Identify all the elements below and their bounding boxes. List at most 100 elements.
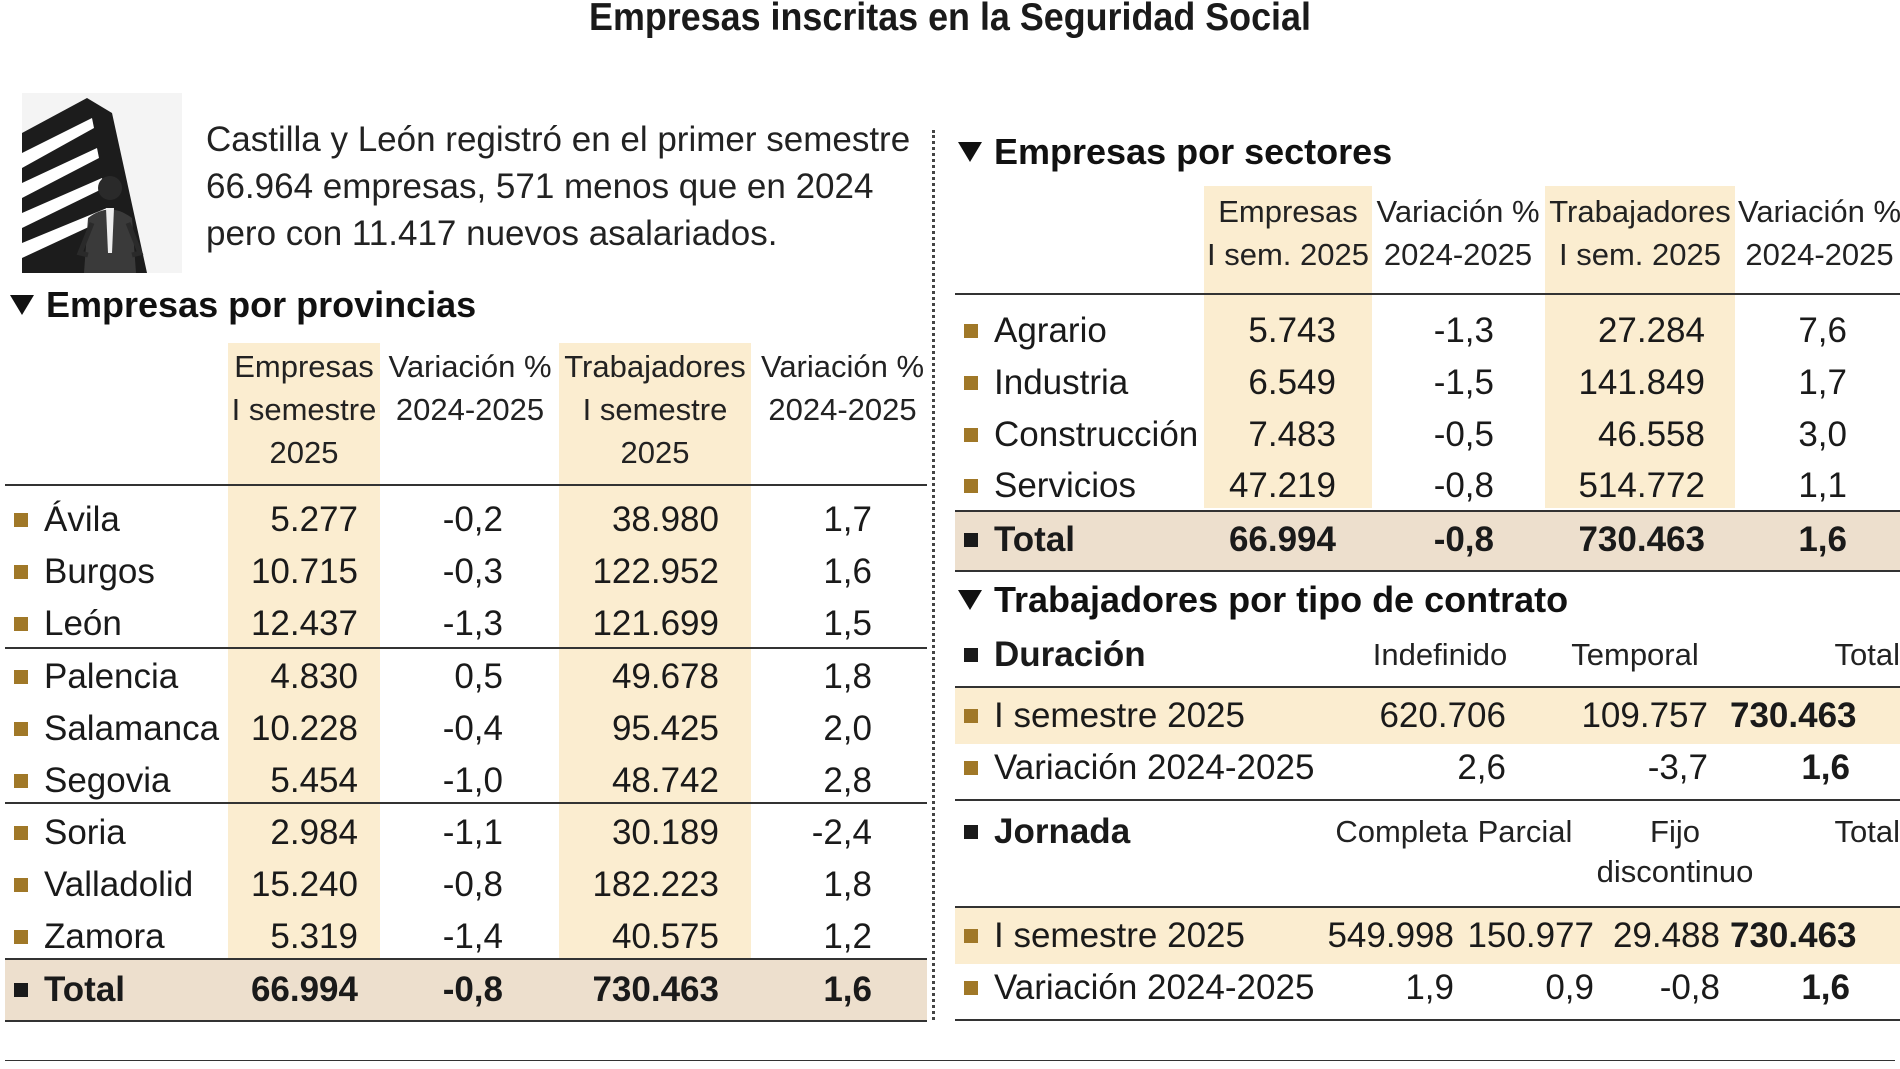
header-rule [5,484,927,486]
duracion-label: Duración [994,635,1146,674]
empresas-value: 7.483 [1248,415,1336,454]
province-name: León [44,604,122,643]
square-bullet-icon [964,981,978,995]
trabajadores-value: 141.849 [1578,363,1705,402]
square-bullet-icon [14,878,28,892]
duracion-highlight-band [955,688,1900,744]
indefinido-value: 620.706 [1379,696,1506,735]
var-empresas-value: -0,2 [442,500,503,539]
sector-name: Industria [994,363,1129,402]
square-bullet-icon [964,929,978,943]
trabajadores-value: 49.678 [611,657,719,696]
empresas-column-band [1204,186,1372,508]
triangle-down-icon [958,142,982,162]
header-line: Trabajadores [1549,194,1731,229]
empresas-total: 66.994 [250,970,358,1009]
header-variacion-empresas: Variación % 2024-2025 [1374,190,1542,276]
square-bullet-icon [14,983,28,997]
header-line: Variación % [388,349,552,384]
trabajadores-value: 40.575 [611,917,719,956]
temporal-value: -3,7 [1647,748,1708,787]
header-line: 2024-2025 [1745,237,1894,272]
header-line: I semestre [582,392,728,427]
var-trabajadores-total: 1,6 [1798,520,1847,559]
province-name: Burgos [44,552,155,591]
header-line: I semestre [231,392,377,427]
total-rule [5,958,927,960]
jornada-label: Jornada [994,812,1131,851]
empresas-value: 10.715 [250,552,358,591]
contrato-title-text: Trabajadores por tipo de contrato [994,579,1569,620]
square-bullet-icon [14,826,28,840]
square-bullet-icon [964,376,978,390]
duracion-rule [955,686,1900,688]
var-trabajadores-value: -2,4 [811,813,872,852]
square-bullet-icon [14,774,28,788]
square-bullet-icon [964,479,978,493]
total-label: Total [994,520,1076,559]
table-row: Variación 2024-2025 1,9 0,9 -0,8 1,6 [950,962,1900,1014]
var-empresas-value: -0,8 [1433,466,1494,505]
var-trabajadores-value: 1,1 [1798,466,1847,505]
intro-line: pero con 11.417 nuevos asalariados. [206,214,778,253]
empresas-value: 4.830 [270,657,358,696]
intro-line: Castilla y León registró en el primer se… [206,120,911,159]
empresas-value: 5.277 [270,500,358,539]
header-total: Total [1834,814,1900,849]
var-empresas-total: -0,8 [1433,520,1494,559]
header-variacion-trabajadores: Variación % 2024-2025 [1737,190,1900,276]
header-line: Variación % [1376,194,1540,229]
sectores-section-title: Empresas por sectores [958,132,1392,172]
province-name: Valladolid [44,865,194,904]
var-empresas-value: -1,0 [442,761,503,800]
header-trabajadores: Trabajadores I semestre 2025 [559,345,751,474]
row-label: I semestre 2025 [994,916,1245,955]
header-variacion-empresas: Variación % 2024-2025 [385,345,555,431]
total-row: Total 66.994 -0,8 730.463 1,6 [950,514,1900,566]
total-value: 730.463 [1730,696,1857,735]
trabajadores-value: 514.772 [1578,466,1705,505]
province-name: Salamanca [44,709,220,748]
jornada-highlight-band [955,908,1900,964]
trabajadores-value: 121.699 [592,604,719,643]
row-label: I semestre 2025 [994,696,1245,735]
var-empresas-value: -1,3 [442,604,503,643]
group-rule [5,802,927,804]
sectores-total-band [955,512,1900,572]
empresas-value: 2.984 [270,813,358,852]
fijo-discontinuo-value: 29.488 [1612,916,1720,955]
var-trabajadores-value: 1,2 [823,917,872,956]
total-row: Total 66.994 -0,8 730.463 1,6 [0,964,930,1016]
total-value: 1,6 [1801,968,1850,1007]
trabajadores-value: 48.742 [611,761,719,800]
header-total: Total [1834,637,1900,672]
var-trabajadores-value: 1,5 [823,604,872,643]
trabajadores-column-band [1545,186,1735,508]
table-row: Zamora 5.319 -1,4 40.575 1,2 [0,911,930,963]
var-trabajadores-value: 2,8 [823,761,872,800]
header-line: 2024-2025 [768,392,917,427]
jornada-header-row: Jornada [950,806,1900,858]
var-trabajadores-value: 3,0 [1798,415,1847,454]
total-value: 1,6 [1801,748,1850,787]
square-bullet-icon [14,722,28,736]
header-line: discontinuo [1596,854,1754,889]
province-name: Segovia [44,761,171,800]
table-row: León 12.437 -1,3 121.699 1,5 [0,598,930,650]
parcial-value: 150.977 [1467,916,1594,955]
row-label: Variación 2024-2025 [994,748,1315,787]
trabajadores-value: 46.558 [1597,415,1705,454]
intro-text: Castilla y León registró en el primer se… [206,116,926,257]
trabajadores-value: 182.223 [592,865,719,904]
provincias-total-band [5,960,927,1022]
table-row: Soria 2.984 -1,1 30.189 -2,4 [0,807,930,859]
group-rule [5,647,927,649]
province-name: Palencia [44,657,179,696]
empresas-total: 66.994 [1228,520,1336,559]
province-name: Ávila [44,500,120,539]
square-bullet-icon [964,825,978,839]
table-row: Segovia 5.454 -1,0 48.742 2,8 [0,755,930,807]
var-empresas-value: -0,8 [442,865,503,904]
provincias-title-text: Empresas por provincias [46,284,477,325]
var-trabajadores-value: 1,8 [823,865,872,904]
